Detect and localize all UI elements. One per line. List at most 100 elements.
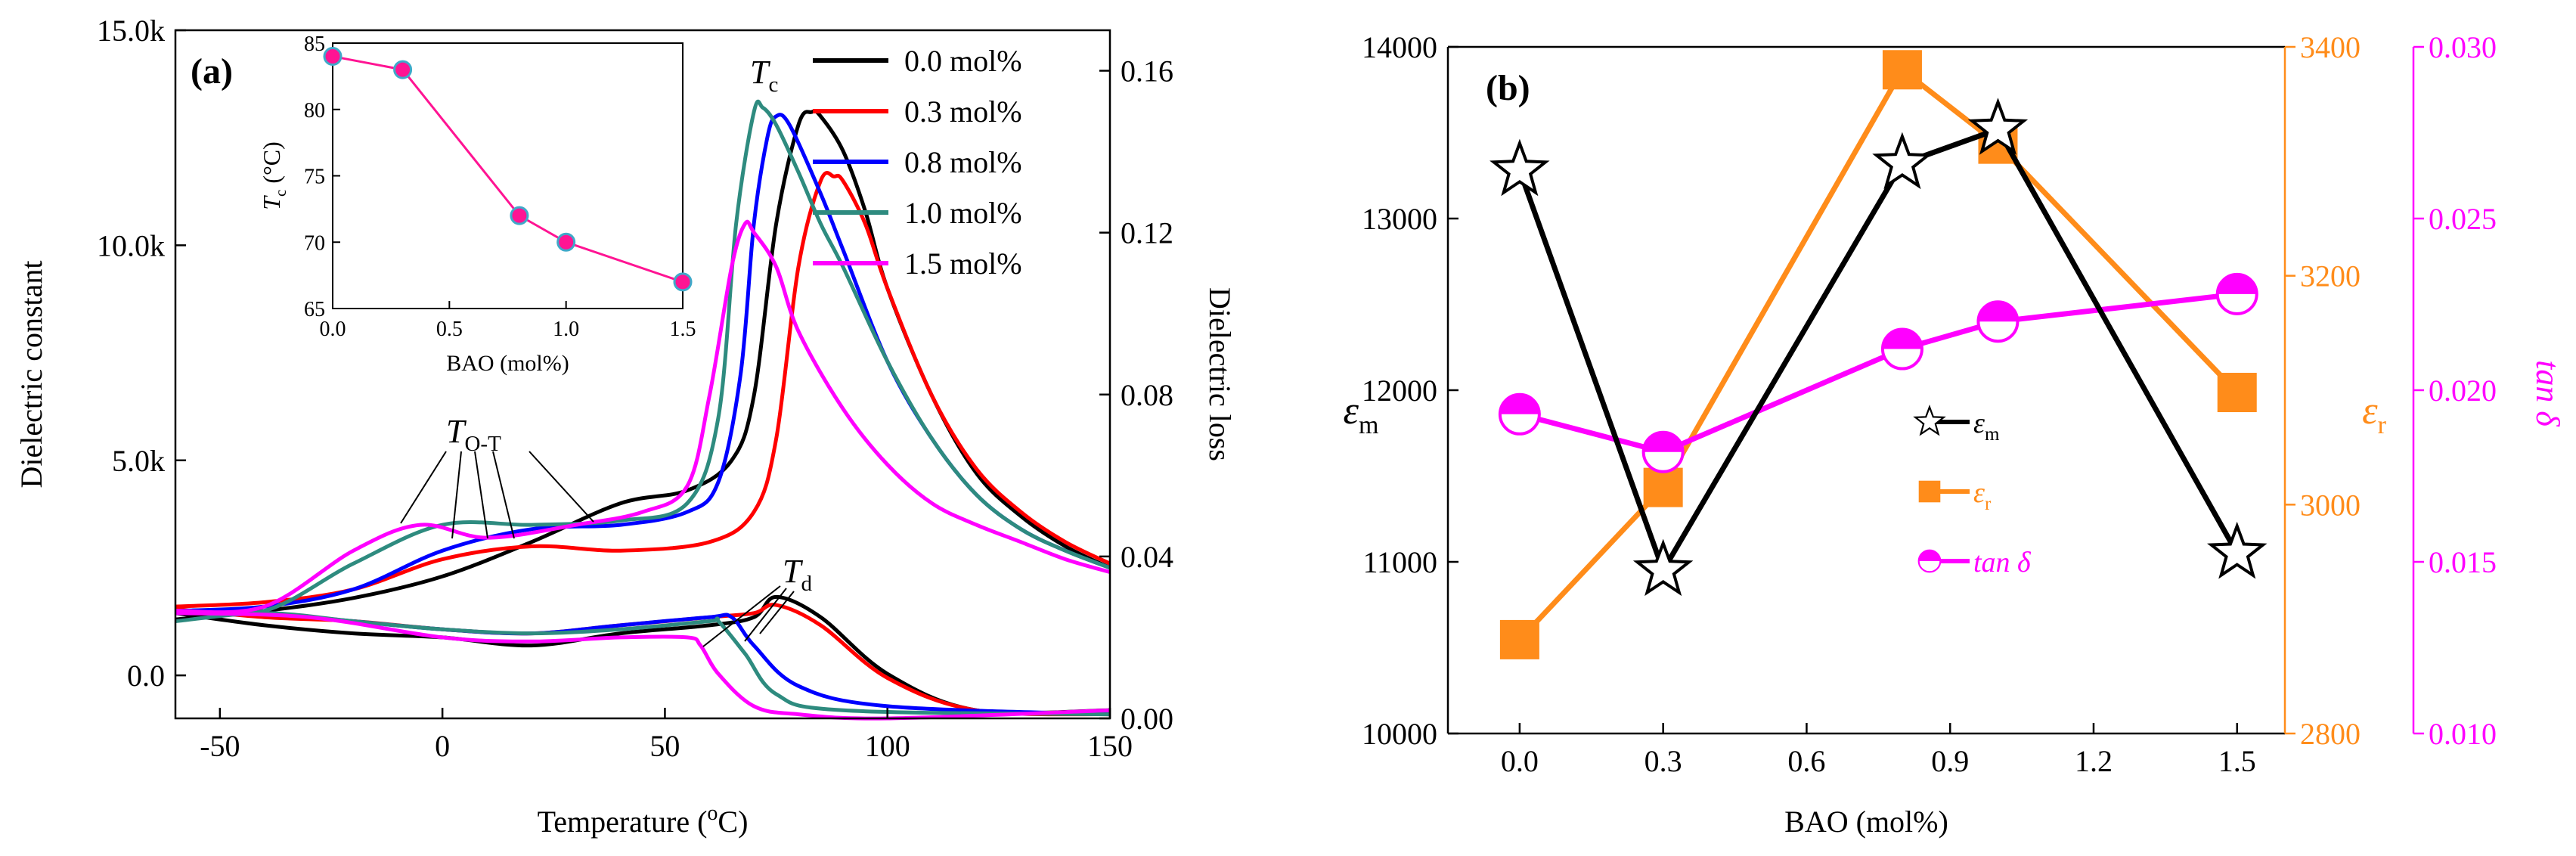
- tot-arrow: [400, 451, 447, 524]
- y-left-tick-label: 5.0k: [112, 444, 165, 478]
- td-arrow: [744, 588, 787, 642]
- legend-label: tan δ: [1973, 547, 2032, 578]
- y-left-tick-label: 11000: [1362, 545, 1437, 579]
- y-left-tick-label: 14000: [1362, 30, 1437, 64]
- x-axis-label: BAO (mol%): [1784, 805, 1948, 839]
- x-tick-label: -50: [200, 729, 240, 763]
- panel-a-ticks: -50 0 50 100 150 0.0 5.0k 10.0k 15.0k 0.00 0.04 0.0…: [97, 14, 1173, 763]
- tot-arrow: [529, 451, 594, 523]
- legend-label: 0.0 mol%: [904, 44, 1022, 78]
- dielectric-loss-curve: [175, 594, 1111, 715]
- star-marker: [1632, 538, 1694, 597]
- y-right-1-tick-label: 3400: [2300, 30, 2361, 64]
- star-marker: [1913, 405, 1946, 436]
- star-marker: [2207, 521, 2268, 579]
- x-tick-label: 1.5: [2218, 744, 2256, 778]
- y-right-tick-label: 0.16: [1121, 54, 1173, 88]
- panel-a-curves: [175, 99, 1111, 721]
- y-axis-label-left: εm: [1344, 389, 1379, 439]
- panel-a-annotations: Tc TO-T Td: [400, 54, 812, 647]
- panel-a-legend: 0.0 mol% 0.3 mol% 0.8 mol% 1.0 mol% 1.5 mol%: [813, 44, 1022, 281]
- square-marker: [1499, 619, 1539, 659]
- x-tick-label: 0.0: [1501, 744, 1539, 778]
- panel-a-y-axis-label-right: Dielectric loss: [1203, 287, 1237, 461]
- y-right-1-tick-label: 2800: [2300, 717, 2361, 751]
- legend-label: εr: [1973, 477, 1992, 514]
- inset-point: [556, 232, 576, 252]
- dielectric-constant-curve: [175, 99, 1111, 616]
- half-circle-marker-fill: [1499, 394, 1539, 414]
- half-circle-marker-fill: [1978, 302, 2018, 322]
- legend-label: 0.3 mol%: [904, 95, 1022, 129]
- inset-y-axis-label: Tc (°C): [258, 141, 290, 210]
- panel-b: 0.0 0.3 0.6 0.9 1.2 1.5 10000 11000 12000 13000 14…: [1344, 30, 2566, 839]
- star-marker: [1967, 98, 2029, 155]
- y-left-tick-label: 15.0k: [97, 14, 165, 48]
- half-circle-marker-fill: [2217, 274, 2257, 294]
- legend-label: εm: [1973, 408, 2000, 445]
- panel-a-frame: [174, 29, 1111, 720]
- x-tick-label: 0.3: [1644, 744, 1682, 778]
- inset-point: [393, 60, 413, 79]
- x-tick-label: 150: [1087, 729, 1133, 763]
- panel-a-x-axis-label: Temperature (oC): [538, 802, 749, 839]
- dielectric-loss-curve: [175, 603, 1111, 717]
- inset-line: [332, 55, 684, 284]
- legend-label: 1.5 mol%: [904, 247, 1022, 281]
- inset-frame: [332, 42, 684, 309]
- inset-point: [510, 206, 529, 225]
- y-right-tick-label: 0.04: [1121, 540, 1173, 574]
- half-circle-marker-fill: [1643, 432, 1683, 452]
- inset-x-tick-label: 0.5: [436, 318, 463, 341]
- inset-chart: 0.0 0.5 1.0 1.5 65 70 75 80 85 BAO (mol%) Tc (°C): [258, 33, 696, 376]
- tot-arrow: [451, 451, 462, 539]
- square-marker: [1643, 467, 1683, 507]
- y-right-1-tick-label: 3200: [2300, 259, 2361, 293]
- y-right-2-tick-label: 0.030: [2429, 30, 2497, 64]
- x-tick-label: 0: [435, 729, 450, 763]
- star-marker: [1872, 132, 1933, 190]
- td-annotation: Td: [783, 553, 812, 596]
- y-right-tick-label: 0.12: [1121, 216, 1173, 250]
- y-axis-label-right-2: tan δ: [2529, 360, 2566, 427]
- dielectric-constant-curve: [175, 171, 1111, 609]
- y-right-2-tick-label: 0.015: [2429, 545, 2497, 579]
- tot-arrow: [492, 451, 515, 539]
- half-circle-marker-fill: [1918, 550, 1941, 561]
- panel-b-label: (b): [1486, 68, 1530, 108]
- inset-x-tick-label: 1.5: [670, 318, 696, 341]
- y-axis-label-right-1: εr: [2362, 389, 2387, 439]
- y-left-tick-label: 0.0: [127, 659, 165, 693]
- x-tick-label: 100: [865, 729, 910, 763]
- tot-annotation: TO-T: [446, 413, 501, 456]
- panel-b-curves: [1489, 50, 2268, 659]
- inset-y-tick-label: 75: [304, 166, 325, 189]
- x-tick-label: 50: [649, 729, 680, 763]
- inset-x-tick-label: 0.0: [320, 318, 346, 341]
- td-arrow: [759, 591, 795, 634]
- y-right-tick-label: 0.00: [1121, 702, 1173, 736]
- panel-a-y-axis-label-left: Dielectric constant: [14, 261, 48, 488]
- square-marker: [2217, 373, 2257, 413]
- star-marker: [1489, 138, 1550, 197]
- y-right-2-tick-label: 0.020: [2429, 374, 2497, 408]
- inset-x-axis-label: BAO (mol%): [446, 351, 569, 376]
- inset-point: [673, 272, 693, 292]
- inset-y-tick-label: 85: [304, 33, 325, 56]
- dielectric-constant-curve: [175, 219, 1111, 615]
- inset-x-tick-label: 1.0: [553, 318, 579, 341]
- square-marker: [1918, 480, 1941, 503]
- x-tick-label: 0.9: [1931, 744, 1969, 778]
- y-right-tick-label: 0.08: [1121, 378, 1173, 412]
- inset-point: [323, 47, 343, 67]
- td-arrow: [702, 585, 781, 647]
- tot-arrow: [474, 451, 488, 539]
- y-left-tick-label: 12000: [1362, 374, 1437, 408]
- y-left-tick-label: 13000: [1362, 202, 1437, 236]
- panel-a-label: (a): [191, 51, 233, 91]
- panel-b-legend: εm εr tan δ: [1913, 405, 2032, 578]
- dielectric-loss-curve: [175, 611, 1111, 717]
- series-line: [1518, 291, 2238, 455]
- half-circle-marker-fill: [1882, 329, 1922, 349]
